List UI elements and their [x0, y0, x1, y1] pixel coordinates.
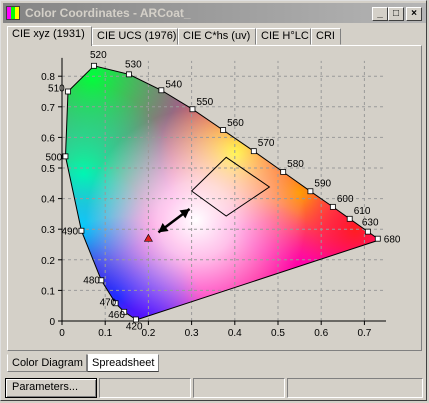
wavelength-marker	[220, 127, 227, 133]
axes: 0 0.1 0.2 0.3 0.4 0.5 0.6 0.7 0 0.1 0.2 0.3 0.4 0.5 0.…	[41, 57, 386, 339]
x-tick-label: 0.2	[141, 328, 155, 339]
wavelength-marker	[121, 308, 128, 315]
y-tick-label: 0.1	[41, 286, 55, 297]
y-tick-label: 0	[49, 317, 55, 328]
tab-label: CIE xyz (1931)	[12, 28, 85, 40]
parameters-button[interactable]: Parameters...	[5, 378, 97, 398]
tab-color-diagram[interactable]: Color Diagram	[7, 354, 87, 372]
arrow-head	[158, 222, 169, 233]
wavelength-label: 520	[90, 50, 107, 61]
status-pane-1	[99, 378, 191, 398]
maximize-button[interactable]: □	[388, 7, 404, 21]
wavelength-label: 610	[354, 206, 371, 217]
wavelength-marker	[374, 235, 381, 242]
diagram-panel: 0 0.1 0.2 0.3 0.4 0.5 0.6 0.7 0 0.1 0.2 0.3 0.4 0.5 0.…	[7, 45, 422, 351]
wavelength-marker	[126, 71, 132, 78]
tab-cri[interactable]: CRI	[311, 28, 341, 45]
y-tick-label: 0.5	[41, 164, 55, 175]
minimize-button[interactable]: _	[372, 7, 388, 21]
chromaticity-diagram: 0 0.1 0.2 0.3 0.4 0.5 0.6 0.7 0 0.1 0.2 0.3 0.4 0.5 0.…	[41, 50, 401, 339]
y-tick-label: 0.7	[41, 103, 55, 114]
sample-point-marker[interactable]	[143, 233, 153, 242]
wavelength-marker	[329, 203, 336, 210]
wavelength-marker	[78, 227, 85, 234]
wavelength-label: 470	[100, 297, 117, 308]
y-tick-label: 0.8	[41, 72, 55, 83]
wavelength-marker	[158, 87, 165, 94]
x-tick-label: 0.4	[228, 328, 242, 339]
grid	[62, 60, 386, 321]
wavelength-marker	[250, 148, 257, 155]
wavelength-label: 630	[362, 218, 379, 229]
app-icon	[6, 6, 20, 20]
wavelength-label: 550	[196, 97, 213, 108]
wavelength-marker	[62, 153, 69, 160]
maximize-icon: □	[392, 8, 400, 19]
tab-cie-chs[interactable]: CIE C*hs (uv)	[178, 28, 256, 45]
status-pane-3	[287, 378, 423, 398]
x-tick-label: 0.1	[98, 328, 112, 339]
close-icon: ×	[411, 8, 417, 19]
wavelength-label: 680	[384, 235, 401, 246]
wavelength-marker	[65, 88, 71, 95]
white-point-glow	[85, 110, 306, 320]
status-bar: Parameters...	[3, 377, 426, 399]
wavelength-label: 580	[287, 159, 304, 170]
wavelength-label: 420	[126, 321, 143, 332]
wavelength-marker	[346, 215, 353, 222]
x-tick-label: 0.7	[357, 328, 371, 339]
wavelength-label: 530	[125, 59, 142, 70]
wavelength-label: 600	[337, 194, 354, 205]
tab-label: CIE UCS (1976)	[97, 30, 177, 42]
arrow-head	[179, 208, 190, 219]
y-tick-label: 0.2	[41, 256, 55, 267]
tab-cie-ucs[interactable]: CIE UCS (1976)	[92, 28, 178, 45]
wavelength-marker	[189, 106, 196, 113]
tab-label: CRI	[316, 30, 335, 42]
wavelength-label: 590	[314, 178, 331, 189]
wavelength-label: 490	[61, 227, 78, 238]
wavelength-label: 510	[48, 84, 65, 95]
tab-label: Color Diagram	[12, 357, 83, 369]
chart-overlay	[143, 156, 271, 242]
tab-label: CIE C*hs (uv)	[183, 30, 251, 42]
wavelength-marker	[307, 188, 314, 195]
y-tick-label: 0.4	[41, 195, 55, 206]
wavelength-label: 480	[83, 275, 100, 286]
wavelength-label: 460	[108, 310, 125, 321]
wavelength-marker	[98, 277, 105, 284]
x-tick-label: 0	[59, 328, 65, 339]
x-tick-label: 0.3	[185, 328, 199, 339]
spectral-locus-outline	[64, 65, 381, 320]
x-tick-label: 0.6	[314, 328, 328, 339]
window-title: Color Coordinates - ARCoat_	[25, 6, 191, 20]
wavelength-label: 500	[45, 152, 62, 163]
view-tabs: Color Diagram Spreadsheet	[7, 354, 422, 372]
y-tick-label: 0.3	[41, 225, 55, 236]
wavelength-label: 560	[227, 118, 244, 129]
wavelength-marker	[364, 228, 371, 235]
x-tick-label: 0.5	[271, 328, 285, 339]
y-tick-label: 0.6	[41, 133, 55, 144]
status-pane-2	[193, 378, 285, 398]
tab-cie-xyz[interactable]: CIE xyz (1931)	[7, 26, 92, 46]
tab-label: CIE H°LC	[261, 30, 309, 42]
wavelength-label: 540	[165, 79, 182, 90]
wavelength-marker	[112, 300, 119, 307]
wavelength-label: 570	[258, 138, 275, 149]
wavelength-marker	[132, 316, 139, 323]
title-bar[interactable]: Color Coordinates - ARCoat_ _ □ ×	[3, 3, 426, 23]
close-button[interactable]: ×	[406, 7, 422, 21]
diagram-tabs: CIE xyz (1931) CIE UCS (1976) CIE C*hs (…	[7, 26, 422, 46]
tab-spreadsheet[interactable]: Spreadsheet	[87, 354, 159, 372]
tab-label: Spreadsheet	[92, 357, 155, 369]
tab-cie-hlc[interactable]: CIE H°LC	[256, 28, 311, 45]
wavelength-marker	[280, 169, 287, 175]
wavelength-marker	[91, 62, 97, 69]
target-region-polygon	[190, 156, 271, 217]
minimize-icon: _	[377, 8, 383, 19]
